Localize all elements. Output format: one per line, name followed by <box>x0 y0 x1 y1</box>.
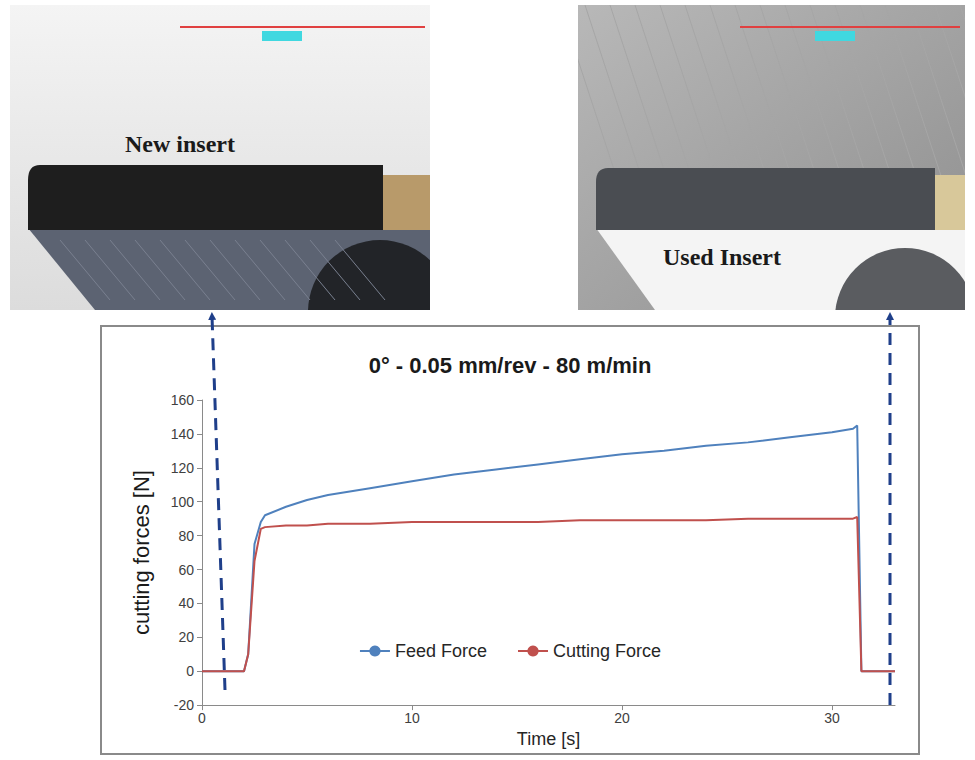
svg-text:0: 0 <box>186 663 194 679</box>
svg-text:0: 0 <box>198 710 206 726</box>
svg-text:60: 60 <box>178 562 194 578</box>
svg-text:Used Insert: Used Insert <box>663 244 781 270</box>
svg-text:140: 140 <box>171 426 195 442</box>
svg-text:-20: -20 <box>174 697 194 713</box>
svg-text:Feed Force: Feed Force <box>395 641 487 661</box>
svg-text:Time [s]: Time [s] <box>517 729 580 749</box>
svg-text:cutting forces [N]: cutting forces [N] <box>129 470 154 635</box>
svg-text:40: 40 <box>178 595 194 611</box>
svg-text:120: 120 <box>171 460 195 476</box>
svg-text:20: 20 <box>614 710 630 726</box>
svg-text:20: 20 <box>178 629 194 645</box>
svg-text:Cutting Force: Cutting Force <box>553 641 661 661</box>
svg-text:New insert: New insert <box>125 131 235 157</box>
svg-text:160: 160 <box>171 392 195 408</box>
svg-text:30: 30 <box>824 710 840 726</box>
svg-text:80: 80 <box>178 528 194 544</box>
svg-text:10: 10 <box>404 710 420 726</box>
svg-text:100: 100 <box>171 494 195 510</box>
svg-text:0° - 0.05 mm/rev - 80 m/min: 0° - 0.05 mm/rev - 80 m/min <box>369 353 652 378</box>
